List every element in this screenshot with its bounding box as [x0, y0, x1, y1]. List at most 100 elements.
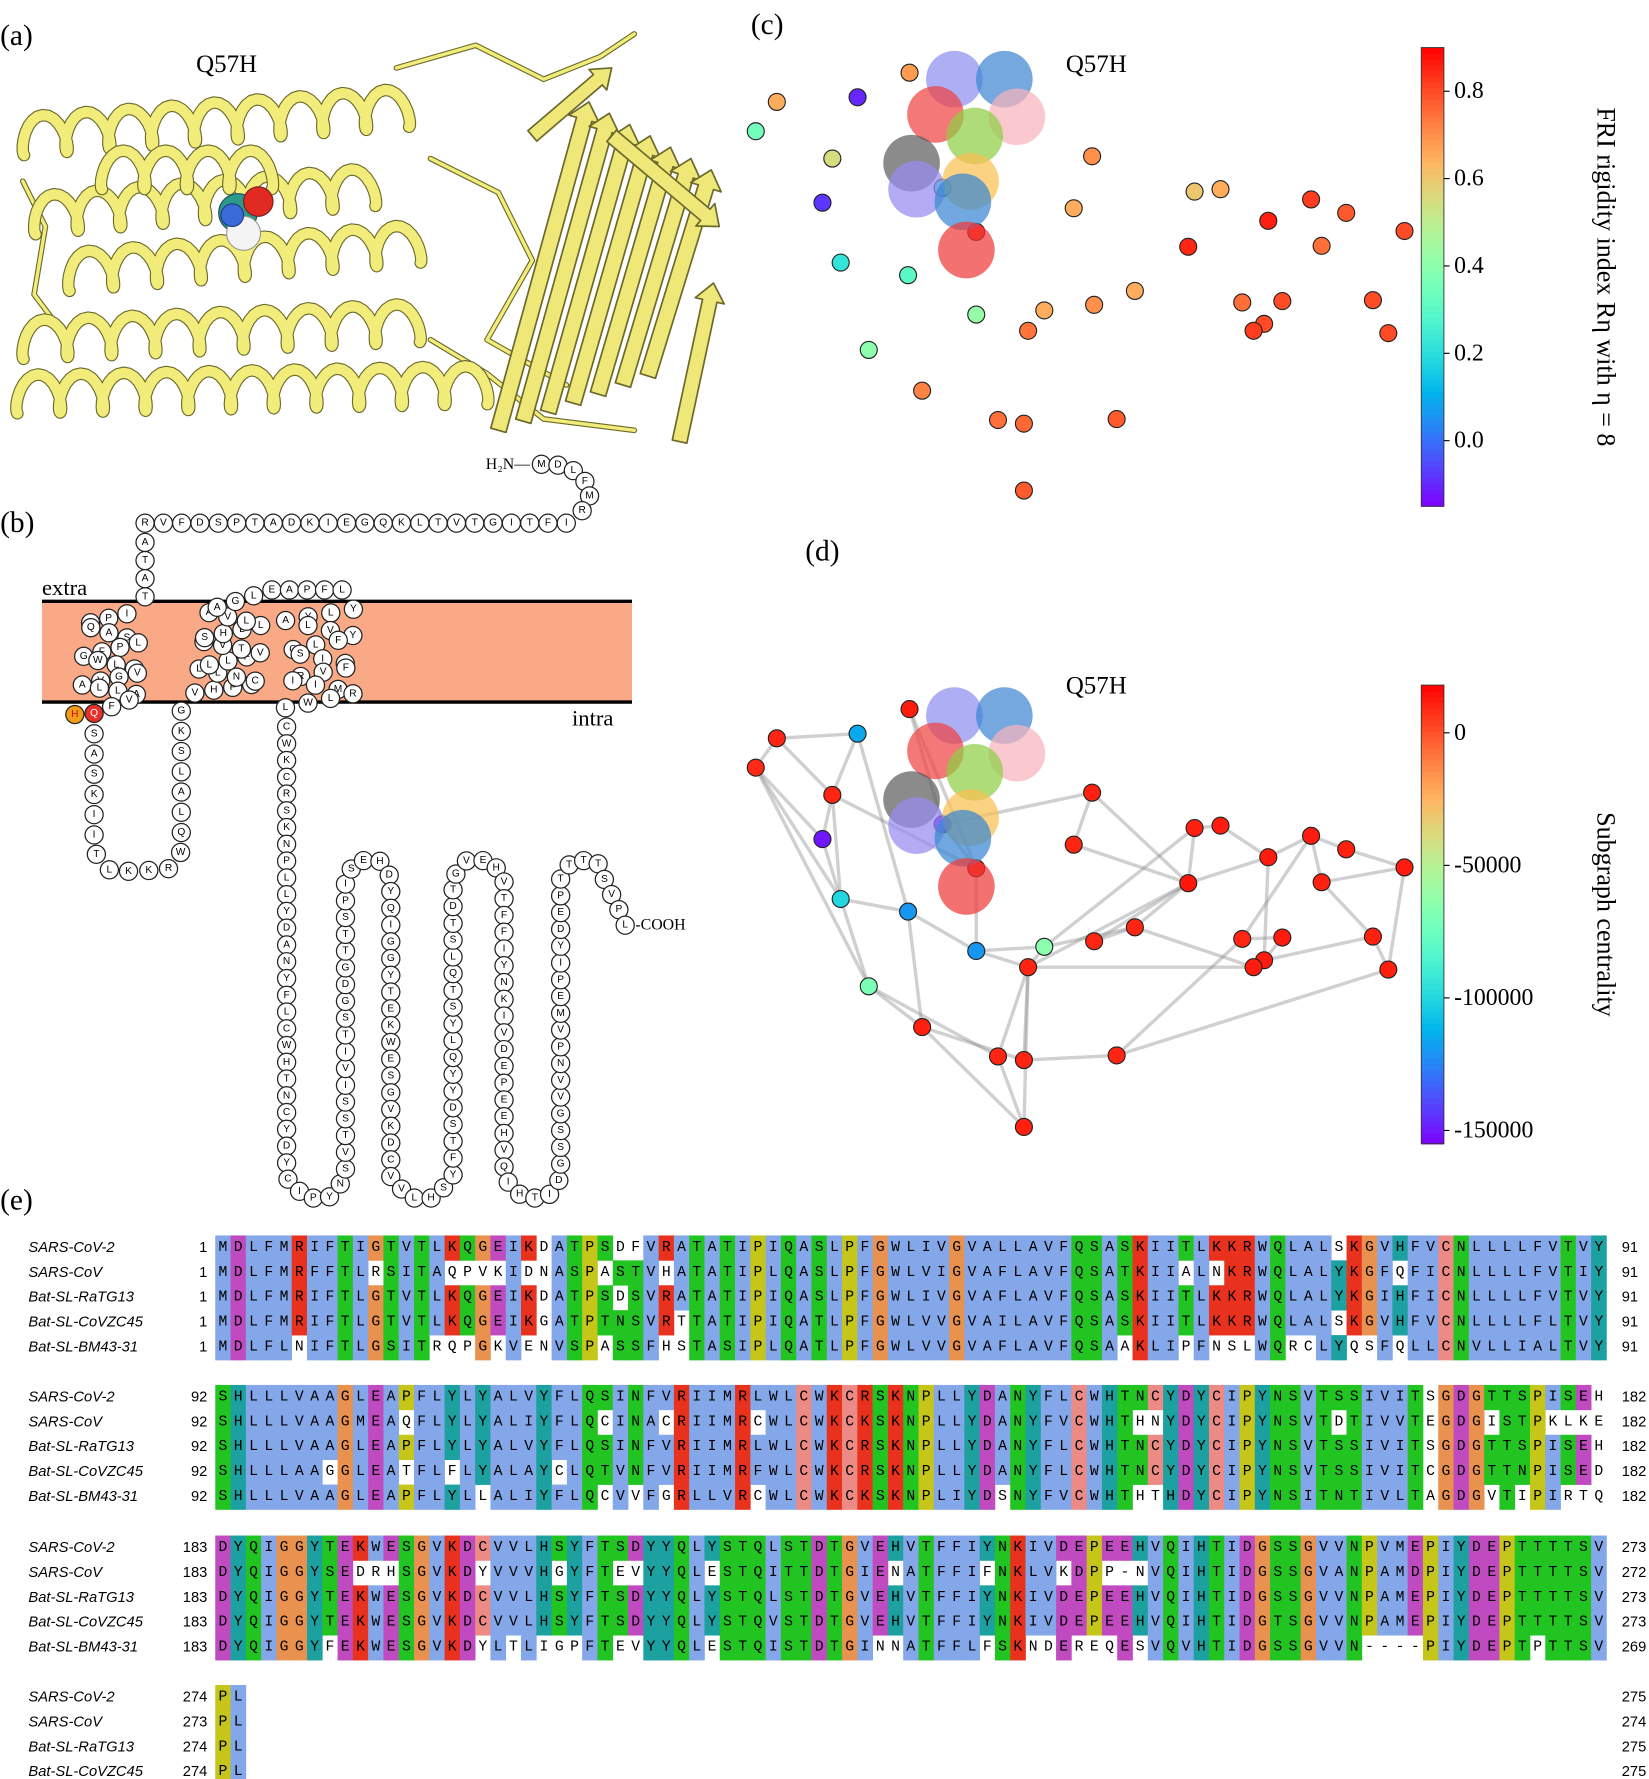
residue-cell	[1591, 1635, 1607, 1661]
residue-letter: L	[328, 693, 334, 704]
residue-cell	[780, 1535, 797, 1561]
colorbar-segment	[1421, 116, 1444, 123]
residue-cell	[1101, 1285, 1118, 1311]
residue-cell	[582, 1310, 598, 1336]
residue-cell	[521, 1384, 537, 1411]
mutation-letter: H	[71, 709, 78, 720]
residue-cell	[1147, 1535, 1164, 1561]
residue-cell	[322, 1335, 338, 1361]
node	[1179, 237, 1198, 256]
residue-cell	[628, 1285, 644, 1311]
residue-cell	[857, 1310, 873, 1336]
residue-cell	[1422, 1260, 1439, 1286]
residue-cell	[551, 1285, 568, 1311]
residue-cell	[628, 1335, 644, 1361]
residue-cell	[1270, 1235, 1286, 1261]
residue-cell	[1377, 1260, 1393, 1286]
residue-cell	[337, 1610, 354, 1636]
residue-letter: S	[601, 874, 608, 885]
residue-letter: T	[527, 518, 533, 529]
residue-cell	[1239, 1560, 1256, 1586]
residue-cell	[658, 1610, 675, 1636]
node	[967, 941, 986, 961]
colorbar-segment	[1421, 874, 1444, 881]
residue-cell	[918, 1585, 935, 1611]
residue-letter: V	[501, 1027, 508, 1038]
residue-letter: Y	[283, 973, 290, 984]
residue-cell	[1254, 1585, 1271, 1611]
residue-cell	[1484, 1610, 1500, 1636]
residue-cell	[429, 1409, 445, 1436]
residue-cell	[857, 1235, 873, 1261]
residue-cell	[1025, 1535, 1042, 1561]
residue-letter: V	[463, 855, 470, 866]
residue-cell	[1575, 1434, 1592, 1461]
residue-cell	[735, 1310, 751, 1336]
residue-cell	[1361, 1310, 1378, 1336]
colorbar-segment	[1421, 690, 1444, 698]
node	[1395, 858, 1414, 877]
end-position: 91	[1622, 1315, 1638, 1331]
residue-letter: A	[270, 518, 277, 529]
edge	[1093, 881, 1190, 943]
colorbar-segment	[1421, 351, 1444, 358]
residue-cell	[230, 1685, 247, 1711]
residue-cell	[872, 1560, 889, 1586]
residue-cell	[261, 1384, 277, 1411]
colorbar-segment	[1421, 460, 1444, 467]
residue-cell	[964, 1285, 980, 1311]
residue-cell	[429, 1235, 445, 1261]
residue-cell	[551, 1310, 568, 1336]
node	[746, 122, 765, 141]
node	[823, 785, 842, 805]
residue-cell	[780, 1260, 797, 1286]
residue-cell	[1086, 1484, 1103, 1510]
colorbar-segment	[1421, 431, 1444, 439]
residue-cell	[1010, 1260, 1026, 1286]
start-position: 183	[183, 1565, 208, 1581]
residue-cell	[765, 1434, 782, 1461]
residue-cell	[490, 1434, 507, 1461]
residue-letter: V	[387, 1104, 394, 1115]
residue-cell	[1071, 1535, 1087, 1561]
residue-cell	[1422, 1585, 1439, 1611]
highlight-residue	[946, 743, 1004, 801]
residue-cell	[398, 1585, 415, 1611]
residue-cell	[780, 1335, 797, 1361]
residue-cell	[291, 1235, 308, 1261]
highlight-residue	[934, 173, 992, 231]
end-position: 275	[1622, 1764, 1647, 1779]
node	[1259, 848, 1278, 867]
residue-cell	[245, 1459, 262, 1485]
residue-cell	[352, 1285, 369, 1311]
node	[1312, 236, 1331, 255]
residue-cell	[1270, 1560, 1286, 1586]
residue-cell	[337, 1585, 354, 1611]
residue-cell	[1025, 1434, 1042, 1461]
residue-cell	[735, 1260, 751, 1286]
residue-letter: T	[342, 946, 348, 957]
residue-cell	[1331, 1610, 1347, 1636]
residue-cell	[1208, 1285, 1225, 1311]
residue-cell	[1270, 1434, 1286, 1461]
residue-letter: L	[450, 951, 456, 962]
residue-cell	[1346, 1585, 1363, 1611]
residue-cell	[933, 1310, 950, 1336]
residue-cell	[352, 1260, 369, 1286]
residue-cell	[811, 1384, 828, 1411]
residue-cell	[796, 1484, 812, 1510]
residue-letter: D	[283, 1141, 290, 1152]
residue-cell	[1377, 1434, 1393, 1461]
residue-cell	[1117, 1459, 1133, 1485]
residue-cell	[475, 1384, 491, 1411]
colorbar-segment	[1421, 902, 1444, 910]
residue-cell	[459, 1384, 476, 1411]
residue-cell	[352, 1484, 369, 1510]
residue-cell	[658, 1285, 675, 1311]
residue-letter: N	[283, 1090, 290, 1101]
residue-cell	[368, 1384, 384, 1411]
residue-cell	[1499, 1560, 1516, 1586]
colorbar-segment	[1421, 317, 1444, 324]
residue-cell	[1056, 1585, 1072, 1611]
residue-cell	[979, 1409, 996, 1436]
